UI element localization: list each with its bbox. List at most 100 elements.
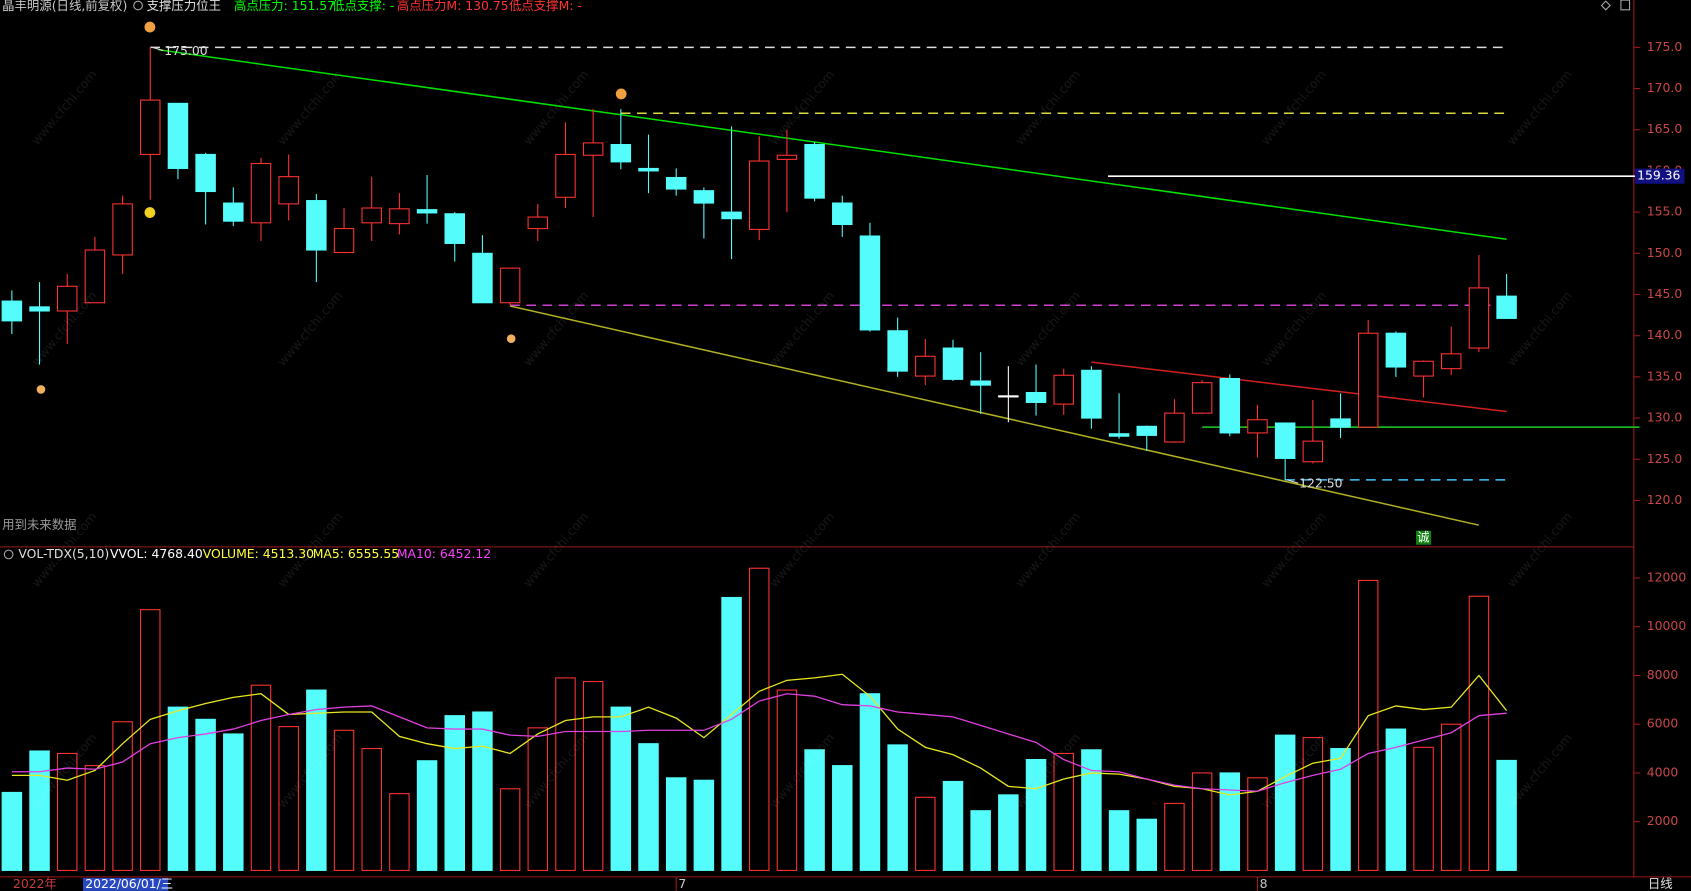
volume-bar <box>223 733 244 871</box>
candle-body <box>942 347 964 380</box>
candle-body <box>250 162 272 224</box>
ma-line <box>11 693 1507 792</box>
y-tick-label: 2000 <box>1647 813 1679 828</box>
candle-body <box>56 285 78 312</box>
volume-bar <box>333 729 355 871</box>
volume-bar <box>306 689 327 871</box>
signal-icon <box>36 385 46 394</box>
candle-body <box>167 102 189 169</box>
candle-body <box>1136 425 1158 436</box>
y-tick-label: 120.0 <box>1647 492 1683 507</box>
badge: 诚 <box>1417 530 1429 545</box>
period-label: 日线 <box>1648 876 1673 891</box>
candle-body <box>610 144 632 163</box>
y-tick-label: 12000 <box>1647 569 1687 584</box>
candle-body <box>1440 353 1462 370</box>
price-marker-label: 159.36 <box>1637 168 1680 183</box>
indicator-name: 支撑压力位王 <box>147 0 221 13</box>
volume-bar <box>278 726 299 871</box>
candle-body <box>1274 422 1296 460</box>
indicator-value: 低点支撑M: - <box>509 0 582 13</box>
volume-bar <box>915 796 936 871</box>
x-tick-label: 8 <box>1260 876 1268 891</box>
y-tick-label: 130.0 <box>1647 410 1683 425</box>
candle-body <box>998 395 1019 398</box>
level-line <box>509 305 1480 526</box>
candle-body <box>1191 382 1213 414</box>
volume-bar <box>998 794 1019 871</box>
toggle-icon[interactable] <box>1600 0 1611 11</box>
setting-icon[interactable] <box>133 0 143 11</box>
volume-bar <box>1385 728 1407 871</box>
chart-title: 晶丰明源(日线,前复权) <box>2 0 127 13</box>
annotation: 175.00 <box>164 43 207 58</box>
candle-body <box>1385 332 1407 368</box>
candle-body <box>1 300 23 322</box>
volume-bar <box>942 780 964 871</box>
candle-body <box>1302 440 1324 463</box>
volume-bar <box>195 718 216 871</box>
candle-body <box>693 190 715 204</box>
candle-body <box>1413 360 1434 377</box>
volume-bar <box>555 677 576 871</box>
candle-body <box>915 355 936 377</box>
volume-bar <box>416 760 438 871</box>
candle-body <box>333 228 355 254</box>
volume-bar <box>472 711 493 871</box>
signal-icon <box>144 21 156 33</box>
volume-bar <box>84 765 106 871</box>
setting-icon[interactable] <box>3 549 14 560</box>
volume-bar <box>610 706 632 871</box>
candle-body <box>195 153 216 193</box>
candle-body <box>499 267 521 304</box>
candle-body <box>555 153 576 198</box>
candle-body <box>1081 369 1102 419</box>
volume-bar <box>56 752 78 871</box>
volume-bar <box>444 715 465 871</box>
candle-body <box>776 154 798 160</box>
signal-icon <box>615 88 627 100</box>
y-tick-label: 150.0 <box>1647 245 1683 260</box>
volume-bar <box>527 727 549 871</box>
x-tick-label: 7 <box>678 876 686 891</box>
candle-body <box>361 207 382 224</box>
volume-bar <box>721 596 742 871</box>
indicator-value: MA10: 6452.12 <box>397 546 491 561</box>
toggle-icon[interactable] <box>1620 0 1631 11</box>
indicator-value: 低点支撑: - <box>332 0 394 13</box>
volume-bar <box>499 788 521 871</box>
volume-bar <box>1330 748 1351 871</box>
volume-bar <box>748 567 770 871</box>
volume-bar <box>1413 746 1434 871</box>
candle-body <box>306 200 327 251</box>
y-tick-label: 140.0 <box>1647 327 1683 342</box>
candle-body <box>665 176 687 190</box>
candle-body <box>140 99 161 155</box>
volume-bar <box>887 744 908 871</box>
badge-box <box>1415 530 1432 545</box>
volume-bar <box>1440 723 1462 871</box>
candle-body <box>582 142 604 156</box>
annotation: 122.50 <box>1299 476 1342 491</box>
volume-bar <box>1247 777 1268 871</box>
annotation-arrow <box>1287 479 1299 484</box>
y-tick-label: 8000 <box>1647 667 1679 682</box>
y-tick-label: 165.0 <box>1647 121 1683 136</box>
y-tick-label: 145.0 <box>1647 286 1683 301</box>
volume-bar <box>1164 802 1185 871</box>
indicator-value: 高点压力: 151.57 <box>234 0 335 13</box>
volume-bar <box>1191 772 1213 871</box>
candle-body <box>278 176 299 205</box>
y-tick-label: 175.0 <box>1647 39 1683 54</box>
signal-icon <box>144 207 156 218</box>
volume-bar <box>804 749 825 871</box>
y-tick-label: 170.0 <box>1647 80 1683 95</box>
candle-body <box>527 216 549 230</box>
candle-body <box>638 167 659 172</box>
price-marker <box>1634 168 1685 184</box>
volume-bar <box>140 609 161 871</box>
note: 用到未来数据 <box>2 517 76 532</box>
volume-bar <box>361 748 382 871</box>
candle-body <box>29 306 50 312</box>
